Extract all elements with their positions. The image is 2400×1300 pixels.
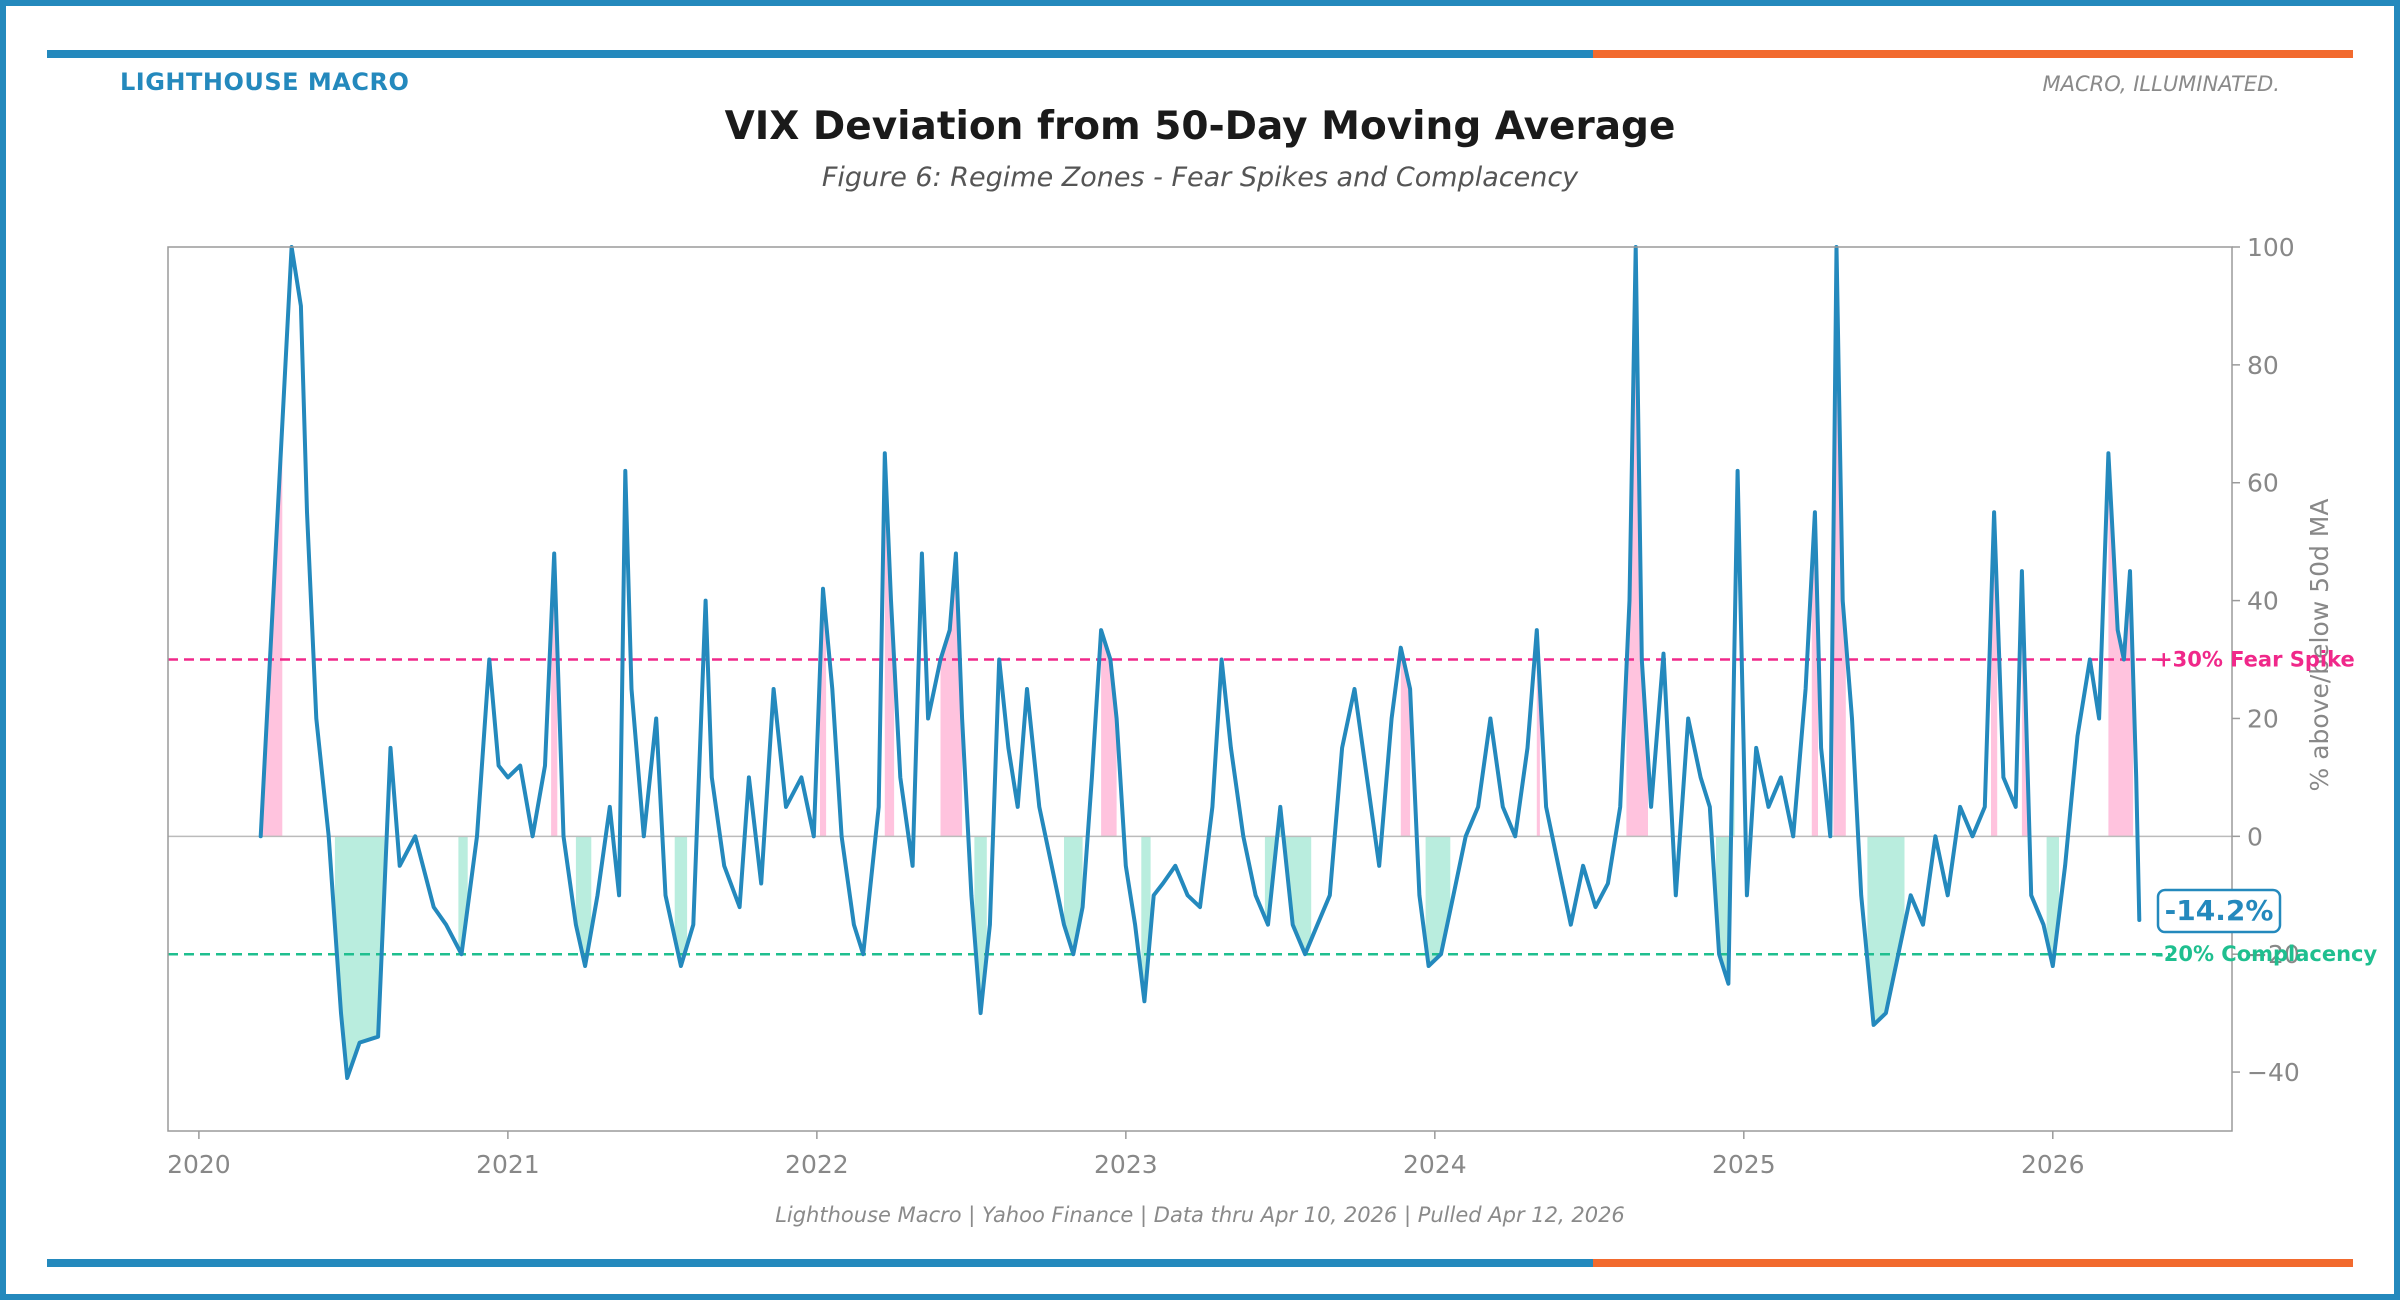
baseline-and-thresholds bbox=[168, 658, 2232, 956]
x-tick-label: 2023 bbox=[1094, 1150, 1158, 1179]
x-tick-label: 2025 bbox=[1712, 1150, 1776, 1179]
complacency-zone bbox=[674, 836, 688, 966]
footer-source: Lighthouse Macro | Yahoo Finance | Data … bbox=[775, 1203, 1625, 1227]
accent-bar-blue bbox=[47, 50, 1593, 58]
fear-threshold-label: +30% Fear Spike bbox=[2155, 648, 2355, 672]
y-tick-label: 40 bbox=[2247, 587, 2279, 616]
series-layer bbox=[258, 245, 2142, 1080]
x-axis-ticks: 2020 2021 2022 2023 2024 2025 2026 bbox=[167, 1131, 2085, 1179]
complacency-zone bbox=[1867, 836, 1905, 1025]
accent-bar-orange bbox=[1593, 50, 2353, 58]
y-tick-label: 100 bbox=[2247, 233, 2295, 262]
latest-value-box bbox=[2156, 888, 2282, 934]
bottom-accent-bar bbox=[47, 1259, 2353, 1267]
x-tick-label: 2020 bbox=[167, 1150, 231, 1179]
threshold-labels: +30% Fear Spike -20% Complacency bbox=[2155, 648, 2378, 967]
x-tick-label: 2024 bbox=[1403, 1150, 1467, 1179]
top-accent-bar bbox=[47, 50, 2353, 58]
y-tick-label: −40 bbox=[2247, 1058, 2300, 1087]
y-tick-label: −20 bbox=[2247, 940, 2300, 969]
complacency-zone bbox=[1141, 836, 1151, 1002]
latest-value-label: -14.2% bbox=[2165, 894, 2274, 927]
complacency-zone bbox=[575, 836, 592, 965]
fear-zone bbox=[1101, 630, 1117, 837]
accent-bar-orange bbox=[1593, 1259, 2353, 1267]
chart-title: VIX Deviation from 50-Day Moving Average bbox=[724, 104, 1676, 149]
y-tick-label: 60 bbox=[2247, 469, 2279, 498]
fear-zone bbox=[1400, 647, 1411, 837]
complacency-zone bbox=[334, 836, 385, 1078]
plot-border bbox=[167, 246, 2233, 1132]
complacency-zone bbox=[1425, 836, 1451, 966]
y-tick-label: 0 bbox=[2247, 822, 2263, 851]
x-tick-label: 2021 bbox=[476, 1150, 540, 1179]
y-tick-label: 80 bbox=[2247, 351, 2279, 380]
vix-deviation-line bbox=[258, 245, 2142, 1080]
complacency-threshold-label: -20% Complacency bbox=[2155, 942, 2378, 966]
brand-tagline: MACRO, ILLUMINATED. bbox=[2042, 72, 2280, 96]
y-axis-label: % above/below 50d MA bbox=[2305, 499, 2334, 792]
y-tick-label: 20 bbox=[2247, 704, 2279, 733]
y-axis-ticks: −40 −20 0 20 40 60 80 100 bbox=[2232, 233, 2300, 1087]
latest-value-callout: -14.2% bbox=[2156, 888, 2282, 934]
x-tick-label: 2026 bbox=[2021, 1150, 2085, 1179]
x-tick-label: 2022 bbox=[785, 1150, 849, 1179]
accent-bar-blue bbox=[47, 1259, 1593, 1267]
chart-subtitle: Figure 6: Regime Zones - Fear Spikes and… bbox=[821, 162, 1579, 193]
brand-name: LIGHTHOUSE MACRO bbox=[120, 68, 410, 96]
